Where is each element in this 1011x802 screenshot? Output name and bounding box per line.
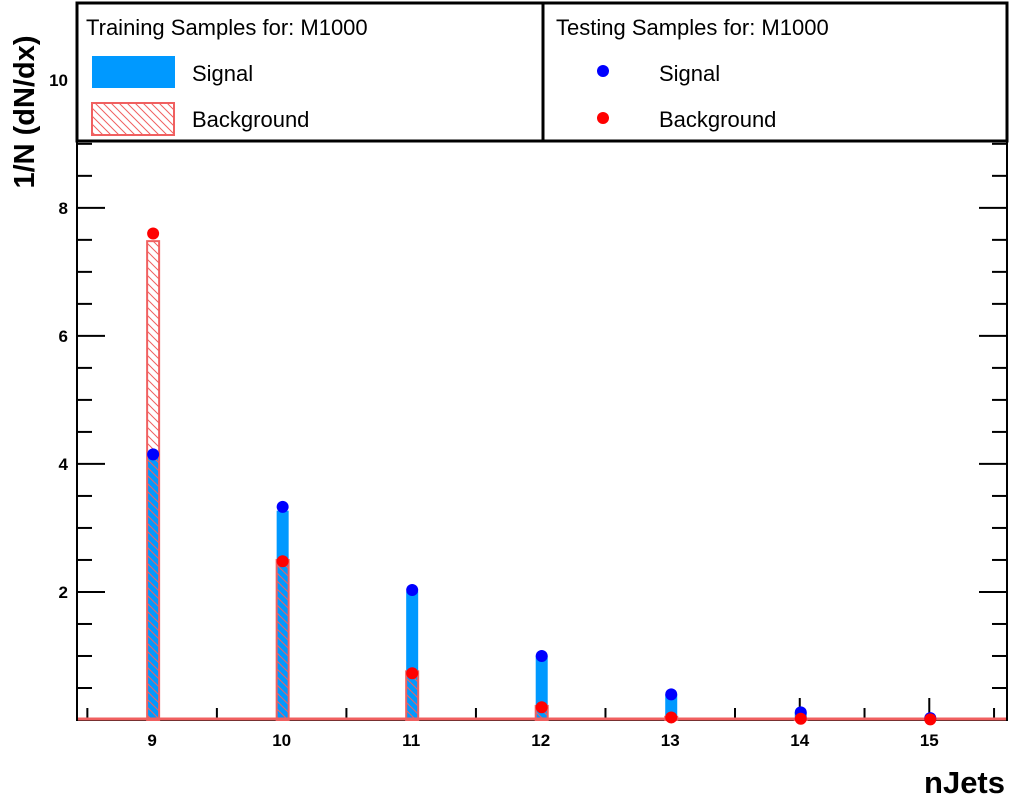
signal-test-point: [147, 448, 160, 461]
background-test-point: [147, 227, 160, 240]
signal-test-point: [535, 649, 548, 662]
x-tick-label: 15: [920, 731, 939, 750]
legend-training: Training Samples for: M1000 Signal Backg…: [75, 1, 545, 143]
legend-background-swatch: [91, 102, 175, 136]
legend-testing-title: Testing Samples for: M1000: [556, 15, 829, 40]
y-tick-label: 2: [59, 583, 68, 602]
y-tick-label: 6: [59, 327, 68, 346]
signal-test-point: [276, 500, 289, 513]
background-test-point: [406, 667, 419, 680]
background-bar: [275, 558, 290, 722]
signal-test-point: [406, 584, 419, 597]
background-test-point: [276, 555, 289, 568]
y-axis-title: 1/N (dN/dx): [9, 35, 41, 188]
legend-testing-background-label: Background: [659, 107, 776, 132]
legend-testing: Testing Samples for: M1000 Signal Backgr…: [541, 1, 1009, 143]
background-test-point: [924, 713, 937, 726]
background-test-point: [665, 711, 678, 724]
legend-testing-signal-label: Signal: [659, 61, 720, 86]
x-axis-title: nJets: [924, 765, 1005, 800]
x-tick-label: 9: [147, 731, 156, 750]
legend-training-signal-label: Signal: [192, 61, 253, 86]
legend-signal-swatch: [92, 56, 175, 88]
y-tick-label: 10: [49, 71, 68, 90]
x-tick-label: 14: [790, 731, 809, 750]
x-tick-label: 11: [402, 731, 420, 750]
test-points: [147, 227, 937, 726]
background-bar: [146, 240, 161, 721]
legend-background-marker: [597, 112, 609, 124]
legend-training-background-label: Background: [192, 107, 309, 132]
legend-training-title: Training Samples for: M1000: [86, 15, 368, 40]
y-tick-label: 4: [59, 455, 69, 474]
histogram-bars: [78, 240, 1006, 722]
y-tick-label: 8: [59, 199, 68, 218]
x-tick-label: 10: [272, 731, 291, 750]
x-tick-label: 12: [531, 731, 550, 750]
legend-signal-marker: [597, 65, 609, 77]
signal-test-point: [665, 688, 678, 701]
background-test-point: [535, 701, 548, 714]
background-test-point: [794, 712, 807, 725]
legend-testing-frame: [541, 1, 1009, 143]
x-tick-label: 13: [661, 731, 680, 750]
